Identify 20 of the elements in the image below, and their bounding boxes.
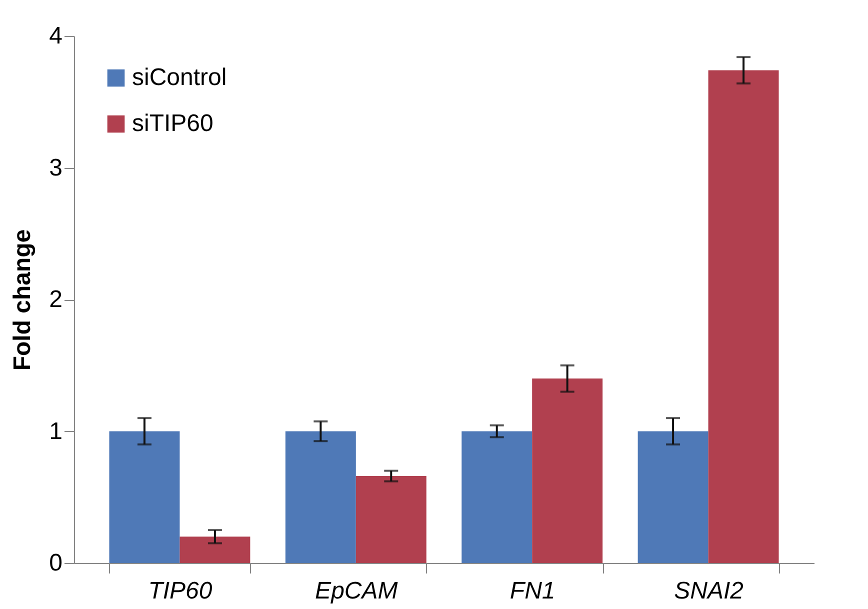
x-tick-label: SNAI2 — [674, 578, 744, 604]
y-tick-label: 3 — [49, 154, 62, 182]
y-tick-label: 4 — [49, 22, 62, 50]
x-tick-label: TIP60 — [148, 578, 213, 604]
y-tick-label: 1 — [49, 418, 62, 445]
bar — [462, 431, 532, 563]
y-axis-title: Fold change — [9, 229, 36, 371]
bar — [285, 431, 356, 563]
bar — [638, 431, 708, 563]
bar — [532, 378, 603, 563]
bar — [708, 70, 779, 563]
y-tick-label: 2 — [49, 286, 62, 313]
bar — [109, 431, 180, 563]
x-tick-label: EpCAM — [315, 578, 398, 604]
y-tick-label: 0 — [49, 550, 62, 576]
bar — [356, 476, 426, 563]
x-tick-label: FN1 — [510, 578, 556, 604]
legend-label: siTIP60 — [132, 110, 214, 137]
legend-label: siControl — [132, 64, 227, 91]
bar — [180, 536, 250, 563]
